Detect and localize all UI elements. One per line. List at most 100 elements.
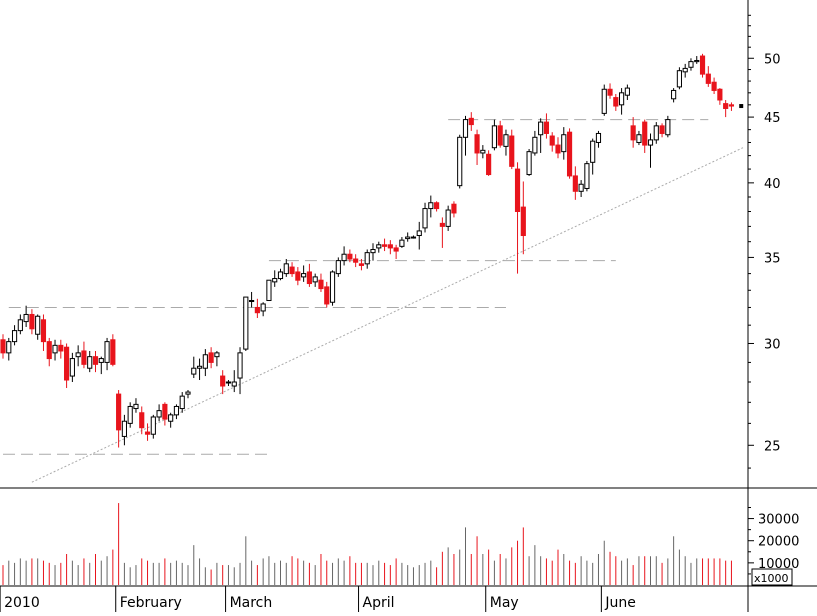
candle-body [214, 352, 220, 358]
candle-body [104, 341, 110, 363]
candle [58, 339, 64, 359]
candle [682, 63, 688, 78]
volume-tick-label: 30000 [758, 513, 799, 528]
candle-body [491, 125, 497, 149]
candle [613, 94, 619, 111]
candle-body [243, 296, 249, 350]
candle [486, 150, 492, 176]
candle-body [653, 125, 659, 141]
candle-body [549, 135, 555, 146]
month-label: 2010 [4, 595, 40, 611]
candle-body [520, 206, 526, 237]
candle [688, 58, 694, 71]
candle-body [572, 175, 578, 192]
candle-body [671, 89, 677, 100]
candle-body [92, 356, 99, 365]
candle-body [237, 352, 243, 379]
candle [671, 88, 677, 103]
candle-body [46, 341, 52, 360]
candle-body [428, 202, 434, 210]
candle-body [249, 300, 255, 303]
candle [619, 88, 625, 115]
candle-body [555, 144, 561, 154]
candle [64, 343, 70, 389]
candle [202, 349, 208, 377]
candle [474, 129, 480, 166]
candle [590, 138, 596, 175]
candle [364, 249, 370, 269]
candle-body [272, 278, 278, 283]
month-label: May [490, 595, 519, 611]
candle [329, 270, 336, 306]
candle [295, 267, 301, 286]
trend-line [31, 147, 744, 483]
candle [144, 423, 151, 441]
candle [168, 412, 174, 428]
candle [728, 102, 735, 111]
candle [225, 380, 232, 387]
candle-body [329, 271, 336, 303]
candle-body [676, 70, 682, 88]
candle [0, 334, 6, 359]
candle-body [335, 260, 341, 275]
candle-body [173, 405, 180, 416]
candle-body [295, 271, 301, 281]
candle-body [168, 414, 174, 422]
candle-body [196, 365, 203, 369]
candle-body [127, 405, 133, 424]
candle-body [526, 151, 532, 176]
candle [98, 356, 104, 375]
candle [243, 296, 249, 351]
candle [711, 77, 717, 95]
candle [17, 314, 23, 335]
candle-body [64, 346, 70, 381]
candle [659, 123, 665, 138]
candle [266, 279, 272, 302]
candle [578, 180, 584, 197]
candle [370, 243, 376, 261]
candle [514, 162, 521, 274]
volume-unit-label: x1000 [754, 572, 789, 585]
volume-tick-label: 20000 [758, 535, 799, 550]
candle [283, 259, 289, 277]
candle [306, 263, 312, 287]
candle-body [283, 263, 289, 275]
candle [428, 195, 434, 218]
candle [318, 273, 324, 292]
candle-body [370, 248, 376, 254]
candle [561, 127, 567, 160]
candle [35, 314, 41, 340]
candle [381, 238, 388, 252]
candle-body [266, 279, 272, 302]
candle-body [636, 134, 642, 143]
candle [277, 268, 284, 281]
candle-body [503, 134, 509, 147]
candle-body [341, 253, 347, 262]
candle-body [514, 168, 521, 212]
candle-body [29, 313, 35, 330]
candle-body [202, 354, 208, 369]
candle-body [699, 55, 706, 75]
candle-body [324, 286, 330, 305]
candle-body [601, 88, 607, 114]
month-label: April [363, 595, 395, 611]
candle-body [434, 202, 440, 210]
candle-body [705, 73, 711, 84]
candle-body [358, 263, 365, 266]
candle [422, 202, 428, 233]
candle [46, 337, 52, 367]
candle-body [110, 339, 116, 365]
candle [231, 370, 237, 393]
candle [6, 337, 12, 361]
candle [520, 181, 526, 255]
candle-body [289, 266, 295, 275]
candle-body [87, 356, 93, 369]
candle-body [179, 395, 185, 410]
candle-body [561, 134, 567, 153]
candle [538, 118, 544, 153]
candle [139, 406, 145, 435]
candle [249, 291, 255, 308]
candle [717, 88, 723, 105]
candle [11, 325, 18, 346]
